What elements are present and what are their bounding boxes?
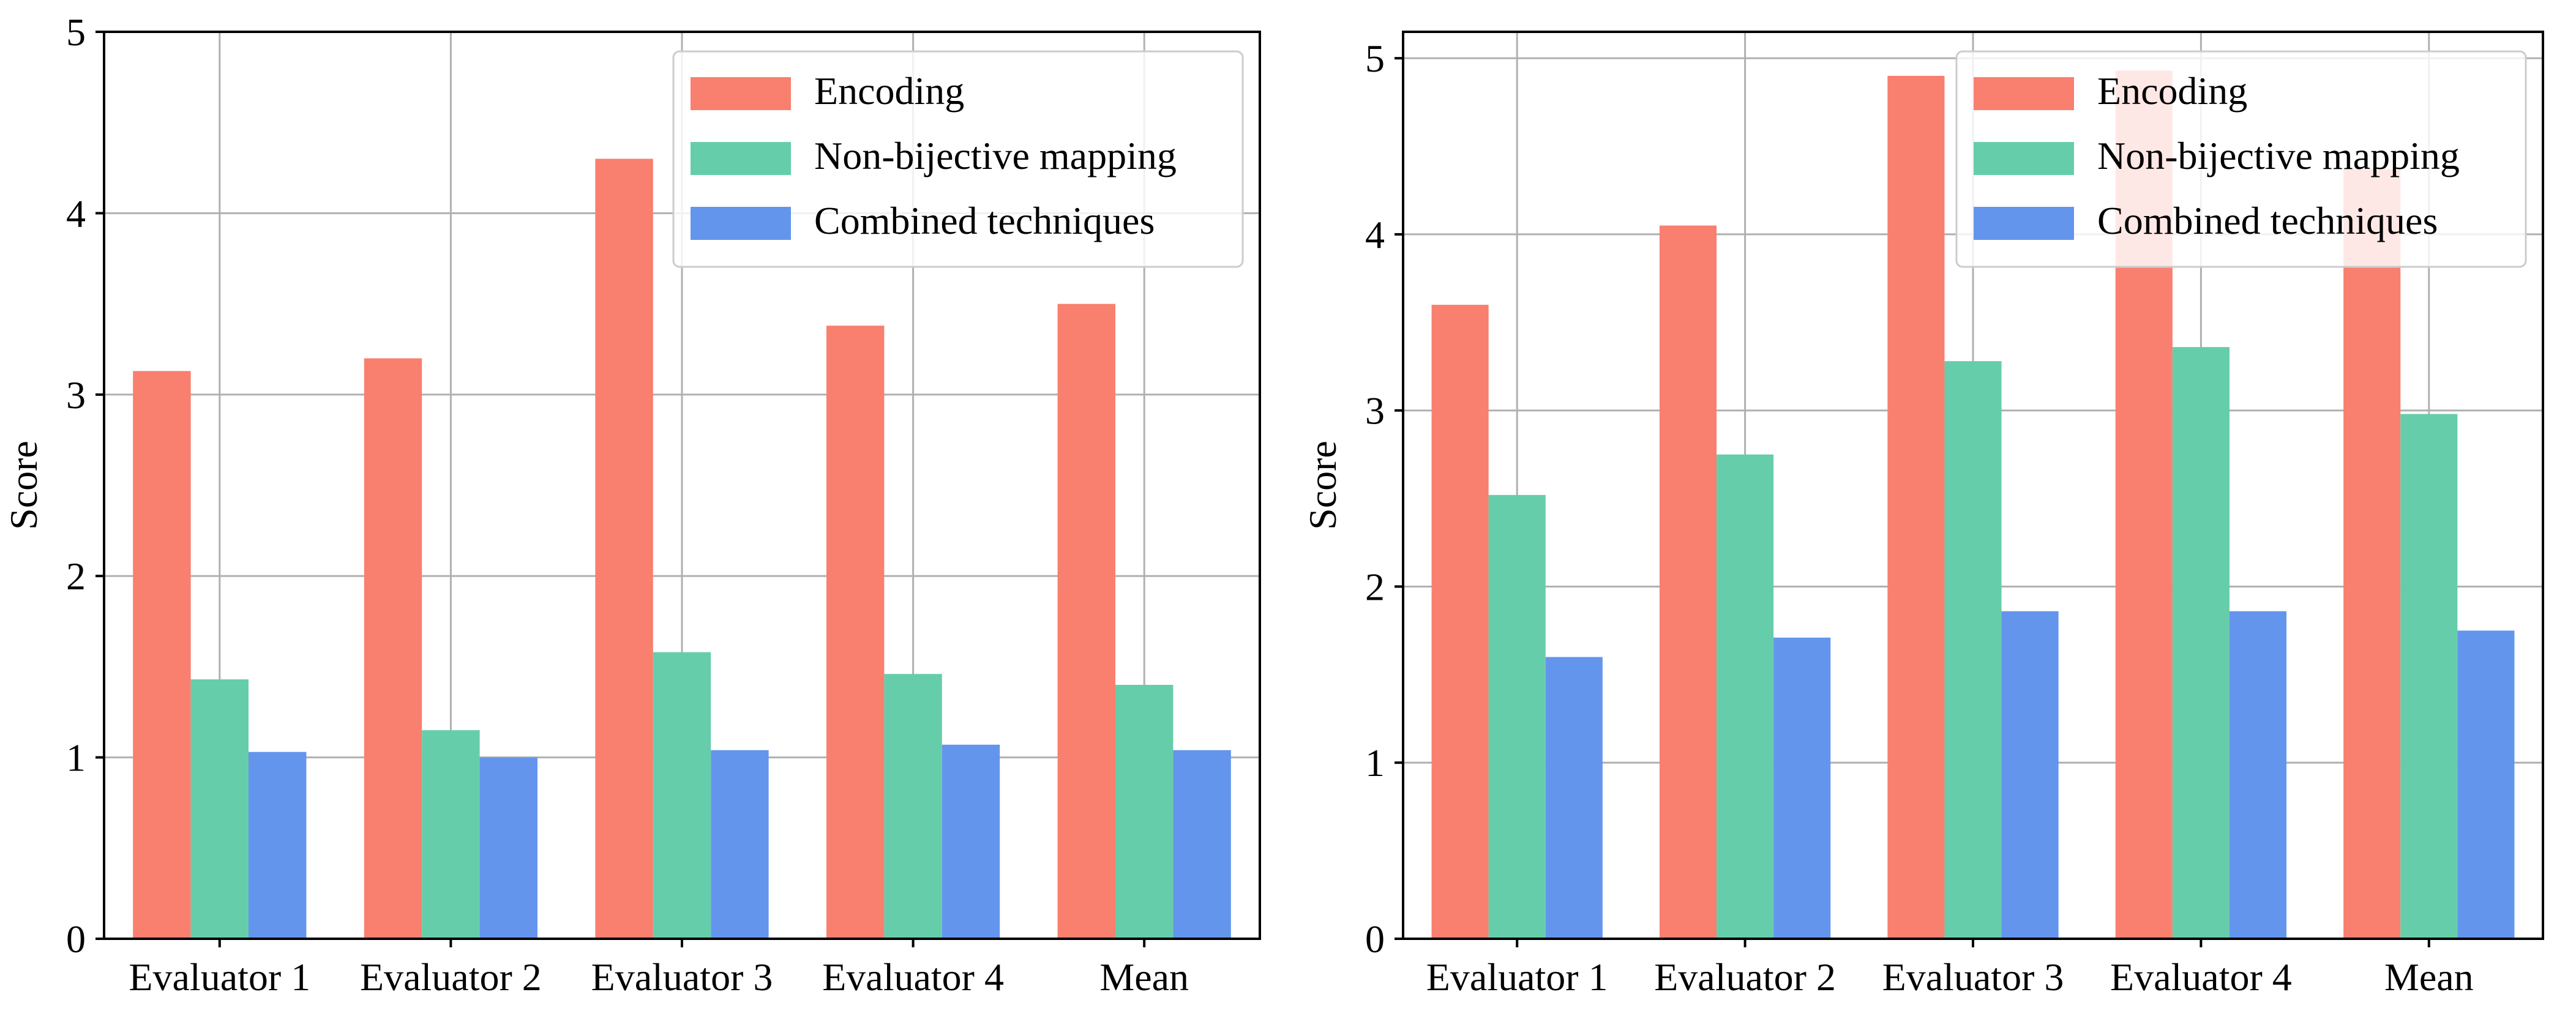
bar-non-bijective-mapping-5 bbox=[2400, 414, 2458, 939]
x-tick-label: Evaluator 1 bbox=[1426, 955, 1608, 999]
bar-encoding-5 bbox=[2343, 169, 2401, 939]
x-tick-label: Evaluator 3 bbox=[1882, 955, 2064, 999]
x-tick-label: Evaluator 3 bbox=[591, 955, 773, 999]
bar-non-bijective-mapping-2 bbox=[1717, 454, 1774, 939]
bar-encoding-3 bbox=[595, 159, 653, 939]
bar-non-bijective-mapping-1 bbox=[1488, 494, 1546, 939]
y-tick-label: 3 bbox=[66, 373, 86, 417]
legend-label: Combined techniques bbox=[2097, 199, 2438, 242]
chart-left: 0 1 2 3 4 5 Evaluator 1 Evaluator 2 Evaluator 3 E… bbox=[2, 10, 1261, 999]
y-tick-label: 4 bbox=[1365, 213, 1385, 256]
bar-encoding-2 bbox=[364, 358, 422, 939]
y-tick-label: 2 bbox=[1365, 565, 1385, 608]
bar-combined-techniques-1 bbox=[249, 752, 307, 939]
y-tick-label: 5 bbox=[1365, 37, 1385, 80]
legend-box bbox=[672, 50, 1244, 268]
bar-non-bijective-mapping-3 bbox=[653, 652, 711, 939]
bar-non-bijective-mapping-2 bbox=[422, 730, 480, 939]
chart-right: 0 1 2 3 4 5 Evaluator 1 Evaluator 2 Evaluator 3 E… bbox=[1301, 31, 2544, 999]
bar-encoding-3 bbox=[1887, 75, 1945, 939]
x-tick-label: Evaluator 2 bbox=[360, 955, 542, 999]
y-tick-label: 3 bbox=[1365, 389, 1385, 433]
bar-combined-techniques-1 bbox=[1545, 657, 1603, 939]
bar-combined-techniques-4 bbox=[2229, 611, 2287, 939]
legend-label: Encoding bbox=[814, 69, 964, 113]
bar-encoding-2 bbox=[1659, 225, 1717, 939]
legend-label: Encoding bbox=[2097, 69, 2247, 113]
y-tick-label: 0 bbox=[66, 917, 86, 961]
legend-label: Non-bijective mapping bbox=[814, 134, 1177, 177]
y-tick-label: 1 bbox=[1365, 741, 1385, 785]
legend: Encoding Non-bijective mapping Combined te… bbox=[1955, 50, 2527, 268]
y-tick-label: 5 bbox=[66, 10, 86, 54]
legend-swatch bbox=[1974, 142, 2074, 175]
bar-combined-techniques-5 bbox=[1173, 750, 1231, 939]
x-tick-label: Evaluator 4 bbox=[822, 955, 1004, 999]
y-tick-label: 2 bbox=[66, 554, 86, 598]
bar-non-bijective-mapping-4 bbox=[2172, 347, 2230, 939]
legend: Encoding Non-bijective mapping Combined te… bbox=[672, 50, 1244, 268]
legend-swatch bbox=[691, 142, 791, 175]
y-axis-label: Score bbox=[2, 441, 45, 530]
legend-swatch bbox=[1974, 77, 2074, 110]
y-tick-label: 4 bbox=[66, 192, 86, 235]
bar-combined-techniques-3 bbox=[711, 750, 769, 939]
legend-label: Combined techniques bbox=[814, 199, 1155, 242]
legend-box bbox=[1955, 50, 2527, 268]
y-tick-label: 1 bbox=[66, 736, 86, 780]
legend-swatch bbox=[691, 207, 791, 240]
bar-combined-techniques-2 bbox=[479, 757, 537, 939]
x-tick-label: Evaluator 1 bbox=[129, 955, 310, 999]
x-tick-label: Evaluator 4 bbox=[2110, 955, 2292, 999]
bar-encoding-1 bbox=[133, 371, 191, 939]
legend-label: Non-bijective mapping bbox=[2097, 134, 2460, 177]
legend-swatch bbox=[1974, 207, 2074, 240]
bar-non-bijective-mapping-3 bbox=[1944, 361, 2002, 939]
bar-combined-techniques-5 bbox=[2457, 630, 2515, 939]
x-tick-label: Evaluator 2 bbox=[1654, 955, 1836, 999]
bar-non-bijective-mapping-4 bbox=[884, 674, 942, 939]
x-tick-label: Mean bbox=[1099, 955, 1189, 999]
bar-encoding-4 bbox=[826, 326, 885, 939]
bar-encoding-5 bbox=[1057, 304, 1115, 939]
bar-encoding-1 bbox=[1431, 305, 1489, 939]
x-tick-label: Mean bbox=[2384, 955, 2474, 999]
bar-combined-techniques-3 bbox=[2001, 611, 2059, 939]
bar-combined-techniques-2 bbox=[1773, 637, 1831, 939]
bar-non-bijective-mapping-5 bbox=[1115, 685, 1174, 939]
bar-combined-techniques-4 bbox=[942, 744, 1000, 939]
y-tick-label: 0 bbox=[1365, 917, 1385, 961]
y-axis-label: Score bbox=[1301, 441, 1344, 530]
legend-swatch bbox=[691, 77, 791, 110]
bar-non-bijective-mapping-1 bbox=[190, 679, 249, 939]
